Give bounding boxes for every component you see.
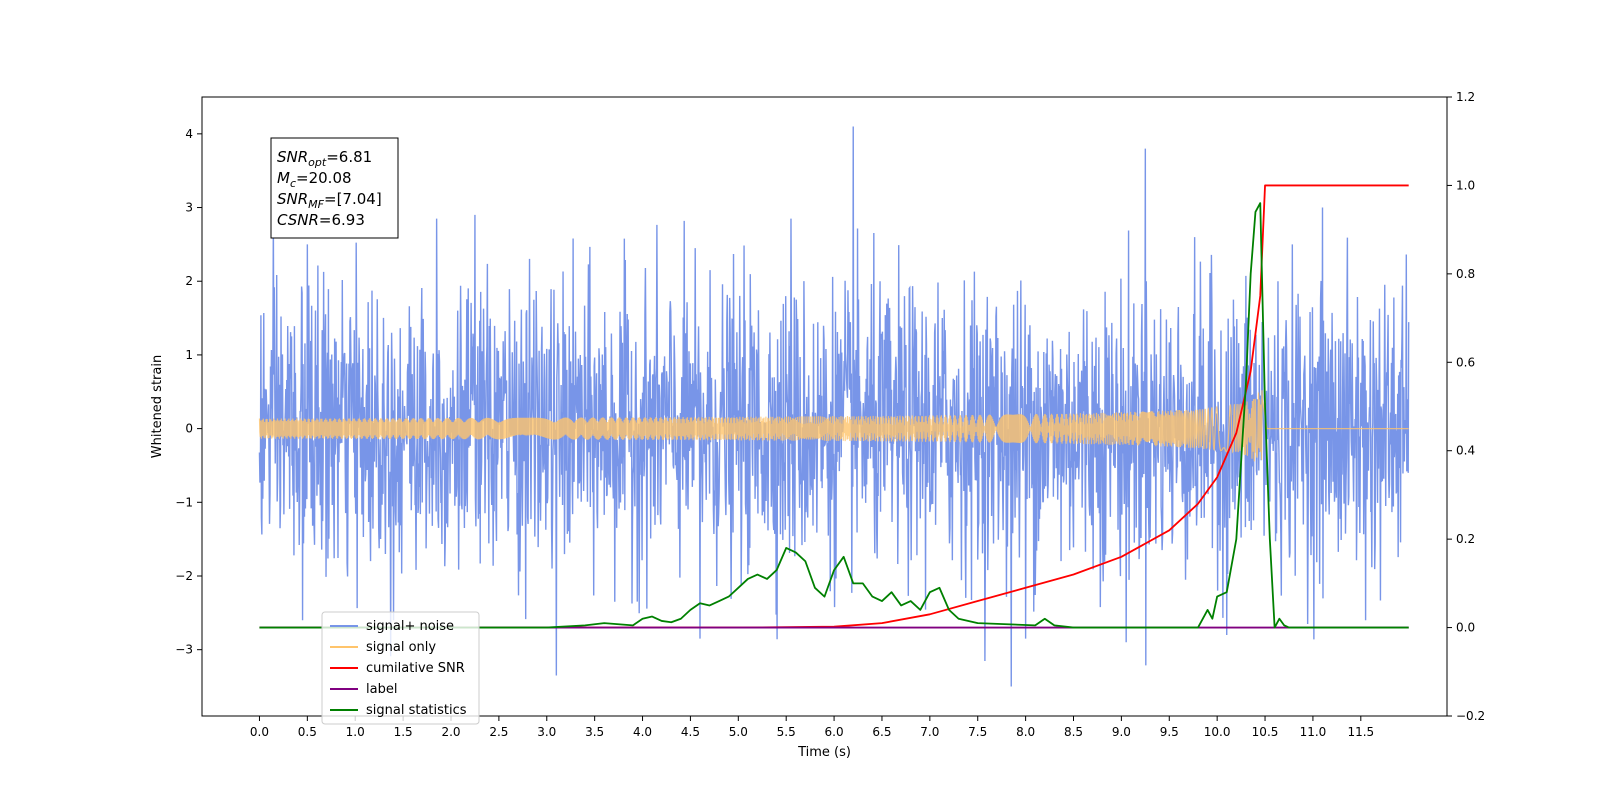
series-line-cumilative-snr <box>259 184 1409 629</box>
x-tick-label: 9.5 <box>1160 725 1179 739</box>
y-axis-left: −3 −2 −1 0 1 2 3 4 <box>175 127 202 657</box>
y2-tick-label: 0.8 <box>1456 267 1475 281</box>
annotation-line: CSNR=6.93 <box>277 211 365 229</box>
legend-label: signal+ noise <box>366 619 454 634</box>
x-tick-label: 5.0 <box>729 725 748 739</box>
x-tick-label: 1.5 <box>394 725 413 739</box>
x-tick-label: 0.5 <box>298 725 317 739</box>
y-axis-right: −0.2 0.0 0.2 0.4 0.6 0.8 1.0 1.2 <box>1447 90 1485 723</box>
x-tick-label: 6.0 <box>825 725 844 739</box>
annotation-frame <box>270 137 399 239</box>
y2-tick-label: 0.4 <box>1456 444 1475 458</box>
y-tick-label: 2 <box>185 274 193 288</box>
y2-tick-label: −0.2 <box>1456 709 1485 723</box>
x-tick-label: 10.0 <box>1204 725 1231 739</box>
series-line-signal-statistics <box>259 202 1409 629</box>
y-tick-label: 3 <box>185 201 193 215</box>
x-tick-label: 11.0 <box>1300 725 1327 739</box>
series-line-signal-only <box>258 390 1409 462</box>
annotation-line: Mc=20.08 <box>277 169 352 190</box>
x-axis: 0.0 0.5 1.0 1.5 2.0 2.5 3.0 3.5 4.0 4.5 5.0 5.5 6.0 6… <box>250 716 1374 739</box>
legend-frame <box>321 611 480 725</box>
x-tick-label: 5.5 <box>777 725 796 739</box>
x-axis-label: Time (s) <box>797 745 851 760</box>
annotation-line: SNRMF=[7.04] <box>277 190 382 211</box>
x-tick-label: 9.0 <box>1112 725 1131 739</box>
x-tick-label: 4.5 <box>681 725 700 739</box>
x-tick-label: 2.5 <box>489 725 508 739</box>
y-axis-label: Whitened strain <box>150 355 165 458</box>
x-tick-label: 10.5 <box>1252 725 1279 739</box>
y2-tick-label: 0.6 <box>1456 355 1475 369</box>
legend-label: signal statistics <box>366 703 467 718</box>
legend-label: signal only <box>366 640 436 655</box>
x-tick-label: 7.5 <box>968 725 987 739</box>
x-tick-label: 7.0 <box>920 725 939 739</box>
plot-frame <box>201 96 1448 717</box>
y2-tick-label: 0.2 <box>1456 532 1475 546</box>
x-tick-label: 4.0 <box>633 725 652 739</box>
x-tick-label: 0.0 <box>250 725 269 739</box>
y-tick-label: 1 <box>185 348 193 362</box>
y2-tick-label: 1.0 <box>1456 178 1475 192</box>
y2-tick-label: 0.0 <box>1456 621 1475 635</box>
annotation-line: SNRopt=6.81 <box>277 148 372 169</box>
x-tick-label: 6.5 <box>872 725 891 739</box>
y-tick-label: 0 <box>185 422 193 436</box>
x-tick-label: 8.5 <box>1064 725 1083 739</box>
x-tick-label: 1.0 <box>346 725 365 739</box>
legend: signal+ noise signal only cumilative SNR la… <box>321 611 480 725</box>
y-tick-label: −2 <box>175 569 193 583</box>
legend-label: cumilative SNR <box>366 661 465 676</box>
x-tick-label: 8.0 <box>1016 725 1035 739</box>
legend-label: label <box>366 682 397 697</box>
y2-tick-label: 1.2 <box>1456 90 1475 104</box>
x-tick-label: 2.0 <box>441 725 460 739</box>
x-tick-label: 11.5 <box>1347 725 1374 739</box>
y-tick-label: −3 <box>175 643 193 657</box>
y-tick-label: 4 <box>185 127 193 141</box>
x-tick-label: 3.0 <box>537 725 556 739</box>
y-tick-label: −1 <box>175 495 193 509</box>
x-tick-label: 3.5 <box>585 725 604 739</box>
